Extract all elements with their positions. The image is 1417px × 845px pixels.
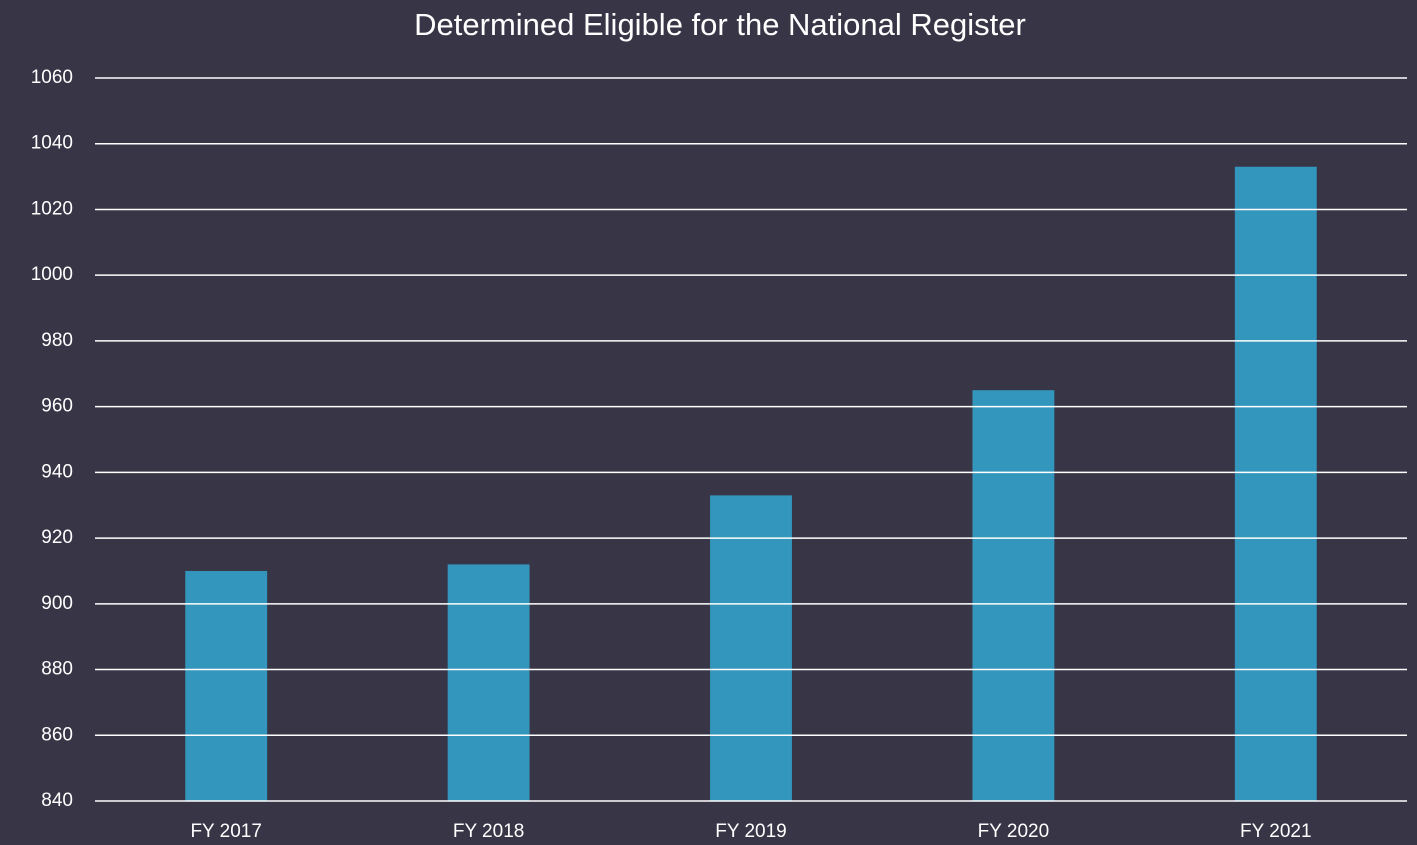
y-tick-label: 840 [41,790,73,811]
x-tick-label: FY 2018 [453,821,524,842]
x-tick-label: FY 2017 [190,821,261,842]
y-tick-label: 900 [41,593,73,614]
y-tick-label: 1000 [31,264,73,285]
x-tick-label: FY 2019 [715,821,786,842]
y-tick-label: 980 [41,330,73,351]
bar [1234,166,1317,801]
bar [972,390,1055,801]
y-tick-label: 1060 [31,67,73,88]
y-tick-label: 960 [41,396,73,417]
chart-title: Determined Eligible for the National Reg… [414,7,1026,42]
y-tick-label: 1040 [31,133,73,154]
x-tick-label: FY 2021 [1240,821,1311,842]
bar [447,564,530,801]
bar [185,570,268,801]
y-tick-label: 860 [41,724,73,745]
y-tick-label: 920 [41,527,73,548]
x-tick-label: FY 2020 [978,821,1049,842]
bar [710,495,792,801]
y-tick-label: 940 [41,461,73,482]
y-tick-label: 1020 [31,198,73,219]
y-tick-label: 880 [41,659,73,680]
